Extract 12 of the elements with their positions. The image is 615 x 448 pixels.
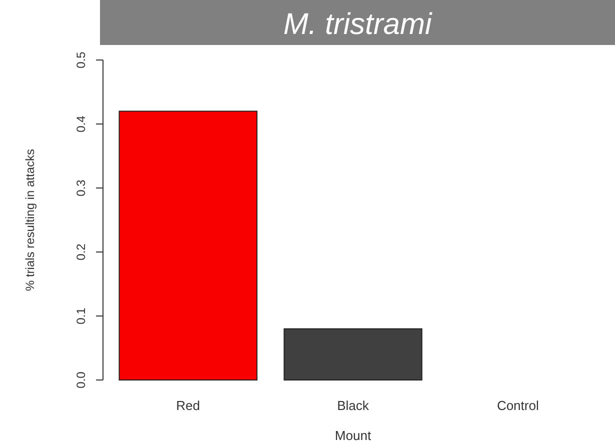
y-tick-label: 0.5	[74, 51, 88, 68]
x-tick-label: Black	[337, 398, 370, 413]
x-tick-label: Control	[496, 398, 539, 413]
x-axis-title: Mount	[334, 428, 372, 443]
y-tick-label: 0.3	[74, 179, 88, 196]
y-axis-title: % trials resulting in attacks	[23, 148, 37, 292]
chart-title: M. tristrami	[283, 8, 433, 41]
y-tick-label: 0.2	[74, 243, 88, 260]
x-tick-label: Red	[176, 398, 200, 413]
y-tick-label: 0.0	[74, 371, 88, 388]
y-tick-label: 0.4	[74, 115, 88, 132]
y-tick-label: 0.1	[74, 307, 88, 324]
